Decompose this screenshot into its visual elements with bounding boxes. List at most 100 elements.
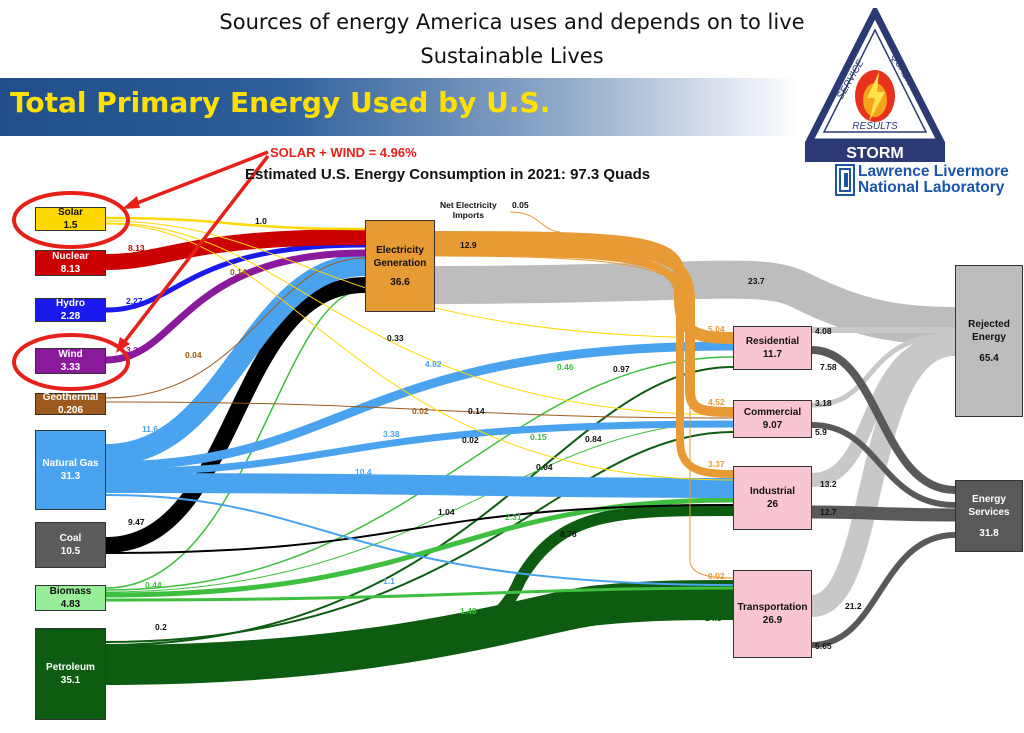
source-natural-gas: Natural Gas 31.3 bbox=[35, 430, 106, 510]
flow-coal-ind bbox=[105, 504, 734, 554]
source-geothermal-label: Geothermal bbox=[42, 392, 99, 403]
label-ind-services: 12.7 bbox=[820, 507, 837, 517]
label-com-services: 5.9 bbox=[815, 427, 827, 437]
label-elec-ind: 3.37 bbox=[708, 459, 725, 469]
banner-title: Total Primary Energy Used by U.S. bbox=[10, 86, 551, 119]
source-hydro-value: 2.28 bbox=[60, 311, 81, 322]
label-pet-trans: 24.3 bbox=[705, 613, 722, 623]
flow-gas-res bbox=[105, 341, 734, 471]
llnl-line1: Lawrence Livermore bbox=[858, 163, 1009, 180]
solar-wind-callout bbox=[12, 150, 270, 391]
label-bio-res: 0.46 bbox=[557, 362, 574, 372]
flow-elec-rejected bbox=[434, 260, 956, 345]
label-elec-imports-out: 12.9 bbox=[460, 240, 477, 250]
net-imports-label: Net Electricity Imports bbox=[440, 200, 497, 220]
source-wind-label: Wind bbox=[58, 349, 83, 360]
electricity-value: 36.6 bbox=[390, 276, 410, 288]
electricity-label-1: Electricity bbox=[376, 244, 424, 256]
source-petroleum-value: 35.1 bbox=[60, 675, 81, 686]
label-bio-ind: 2.31 bbox=[505, 512, 522, 522]
logo-results-text: RESULTS bbox=[852, 121, 898, 132]
label-gas-ind: 10.4 bbox=[355, 467, 372, 477]
storm-logo: SERVICE QUALITY RESULTS STORM bbox=[803, 4, 947, 163]
label-bio-trans: 1.48 bbox=[460, 606, 477, 616]
sector-residential: Residential 11.7 bbox=[733, 326, 812, 370]
label-geo-com: 0.02 bbox=[412, 406, 429, 416]
label-res-rejected: 4.08 bbox=[815, 326, 832, 336]
sector-commercial-value: 9.07 bbox=[762, 420, 783, 431]
label-solar-res: 0.33 bbox=[387, 333, 404, 343]
label-solar-com: 0.14 bbox=[468, 406, 485, 416]
sink-rejected-label-1: Rejected bbox=[968, 318, 1010, 330]
flow-coal-elec bbox=[105, 277, 366, 553]
source-natural-gas-label: Natural Gas bbox=[42, 458, 99, 469]
slide-title-line1: Sources of energy America uses and depen… bbox=[219, 10, 805, 34]
label-elec-rejected: 23.7 bbox=[748, 276, 765, 286]
label-pet-elec: 0.2 bbox=[155, 622, 167, 632]
source-geothermal-value: 0.206 bbox=[57, 405, 84, 416]
sink-rejected-value: 65.4 bbox=[979, 352, 999, 364]
flow-net-imports bbox=[509, 211, 561, 233]
sector-industrial-label: Industrial bbox=[749, 486, 795, 497]
sector-transportation-label: Transportation bbox=[737, 602, 808, 613]
source-nuclear-value: 8.13 bbox=[60, 264, 81, 275]
source-wind: Wind 3.33 bbox=[35, 348, 106, 374]
sector-industrial-value: 26 bbox=[766, 499, 779, 510]
label-gas-com: 3.38 bbox=[383, 429, 400, 439]
flow-petroleum-com bbox=[105, 431, 734, 643]
flow-gas-trans bbox=[105, 494, 734, 586]
label-trans-rejected: 21.2 bbox=[845, 601, 862, 611]
label-com-rejected: 3.18 bbox=[815, 398, 832, 408]
electricity-label-2: Generation bbox=[373, 257, 427, 269]
flow-biomass-res bbox=[105, 356, 734, 591]
label-gas-trans: 1.1 bbox=[383, 576, 395, 586]
flow-elec-com bbox=[434, 240, 734, 417]
sink-services-label-2: Services bbox=[968, 506, 1010, 518]
flow-solar-res bbox=[105, 220, 734, 339]
label-coal-ind: 1.04 bbox=[438, 507, 455, 517]
flow-biomass-com bbox=[105, 421, 734, 593]
label-bio-elec: 0.44 bbox=[145, 580, 162, 590]
sector-residential-value: 11.7 bbox=[763, 349, 782, 360]
sector-industrial: Industrial 26 bbox=[733, 466, 812, 530]
label-pet-com: 0.84 bbox=[585, 434, 602, 444]
flow-gas-ind bbox=[105, 473, 734, 498]
sector-transportation: Transportation 26.9 bbox=[733, 570, 812, 658]
label-trans-services: 5.65 bbox=[815, 641, 832, 651]
source-hydro-label: Hydro bbox=[56, 298, 85, 309]
label-elec-res: 5.04 bbox=[708, 324, 725, 334]
flow-wind-elec bbox=[105, 249, 366, 364]
flow-nuclear-elec bbox=[105, 229, 366, 270]
label-elec-com: 4.52 bbox=[708, 397, 725, 407]
flow-trans-rejected bbox=[810, 334, 957, 617]
net-imports-line1: Net Electricity bbox=[440, 200, 497, 210]
sink-services-value: 31.8 bbox=[979, 527, 999, 539]
label-gas-elec: 11.6 bbox=[142, 424, 159, 434]
sector-residential-label: Residential bbox=[745, 336, 800, 347]
llnl-logo: Lawrence Livermore National Laboratory bbox=[835, 164, 1015, 200]
source-biomass-label: Biomass bbox=[49, 586, 92, 597]
label-coal-elec: 9.47 bbox=[128, 517, 145, 527]
source-geothermal: Geothermal 0.206 bbox=[35, 392, 106, 416]
flow-geothermal-com bbox=[105, 401, 734, 419]
label-hydro-elec: 2.27 bbox=[126, 296, 143, 306]
flow-trans-services bbox=[811, 532, 956, 648]
llnl-line2: National Laboratory bbox=[858, 179, 1005, 196]
slide-title-line2: Sustainable Lives bbox=[420, 44, 604, 68]
label-gas-res: 4.82 bbox=[425, 359, 442, 369]
sector-commercial: Commercial 9.07 bbox=[733, 400, 812, 438]
chart-title: Estimated U.S. Energy Consumption in 202… bbox=[245, 166, 651, 183]
sink-energy-services: Energy Services 31.8 bbox=[955, 480, 1023, 552]
source-natural-gas-value: 31.3 bbox=[60, 471, 81, 482]
source-wind-value: 3.33 bbox=[60, 362, 81, 373]
source-petroleum: Petroleum 35.1 bbox=[35, 628, 106, 720]
label-nuclear-elec: 8.13 bbox=[128, 243, 145, 253]
label-pet-ind: 8.76 bbox=[560, 529, 577, 539]
source-hydro: Hydro 2.28 bbox=[35, 298, 106, 322]
sink-services-label-1: Energy bbox=[972, 493, 1006, 505]
flow-com-services bbox=[811, 422, 956, 508]
flow-gas-com bbox=[105, 420, 734, 476]
flow-solar-ind bbox=[105, 223, 734, 481]
flow-com-rejected bbox=[811, 332, 956, 408]
